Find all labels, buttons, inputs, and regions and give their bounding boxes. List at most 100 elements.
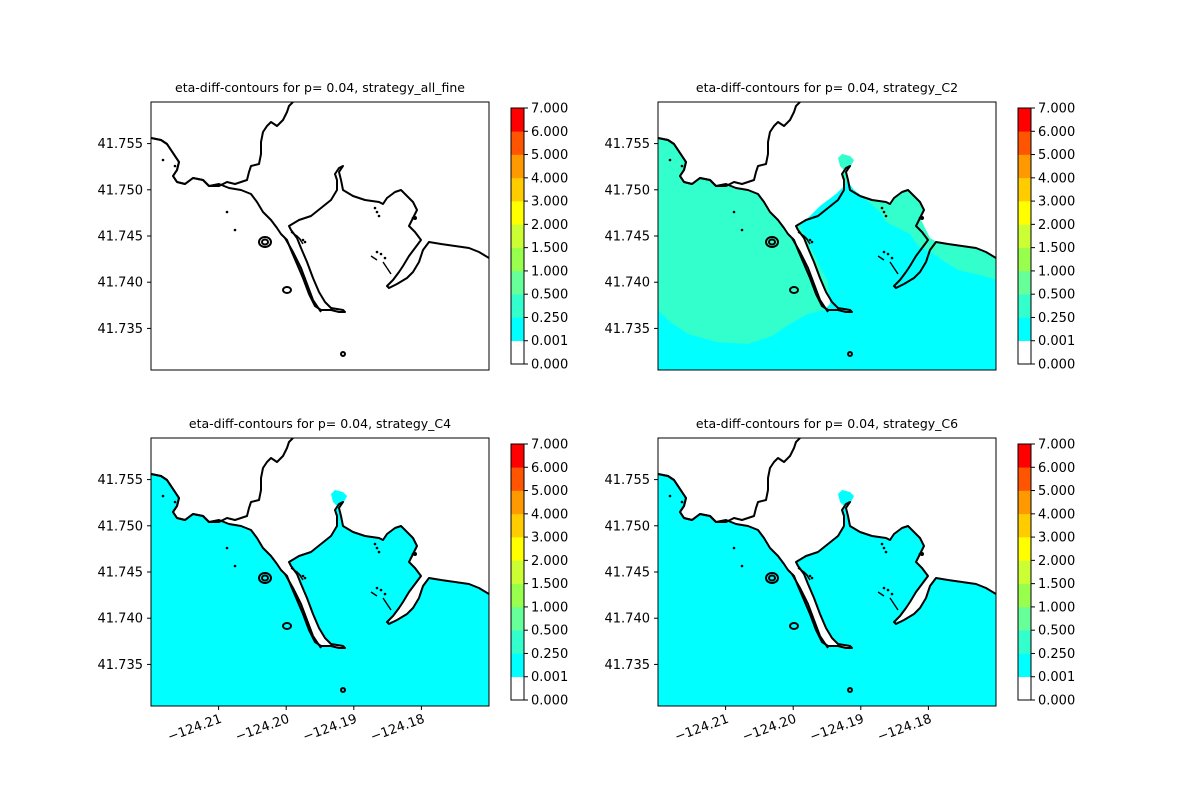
colorbar-band bbox=[511, 606, 524, 631]
coastline-shore bbox=[658, 137, 996, 313]
panel-title: eta-diff-contours for p= 0.04, strategy_… bbox=[696, 80, 958, 95]
colorbar-label: 4.000 bbox=[531, 507, 568, 522]
rock bbox=[225, 546, 229, 550]
rock bbox=[882, 546, 886, 550]
colorbar: 0.000 0.001 0.250 0.500 1.000 1.500 2.000 3.000… bbox=[510, 102, 568, 373]
ytick-label: 41.735 bbox=[605, 322, 651, 337]
rock bbox=[880, 542, 884, 546]
rock bbox=[301, 574, 305, 578]
colorbar-label: 0.001 bbox=[1038, 670, 1075, 685]
rock bbox=[161, 494, 165, 498]
colorbar-label: 0.500 bbox=[531, 624, 568, 639]
coastline-jetty bbox=[893, 267, 899, 275]
colorbar-label: 6.000 bbox=[531, 461, 568, 476]
colorbar-label: 0.000 bbox=[531, 358, 568, 373]
coastline-spit bbox=[284, 573, 322, 649]
rock bbox=[680, 164, 684, 168]
rock bbox=[668, 494, 672, 498]
panel-2: eta-diff-contours for p= 0.04, strategy_… bbox=[605, 80, 1076, 373]
islet bbox=[789, 622, 799, 630]
colorbar-label: 0.250 bbox=[531, 311, 568, 326]
islet bbox=[765, 236, 779, 248]
ytick-label: 41.740 bbox=[98, 612, 144, 627]
colorbar-band bbox=[511, 154, 524, 179]
rock bbox=[884, 214, 888, 218]
contour-fill-low bbox=[658, 182, 996, 370]
islet bbox=[847, 687, 853, 693]
coastline-jetty bbox=[298, 573, 304, 581]
coastline-jetty bbox=[382, 597, 388, 605]
coastline-spit bbox=[284, 237, 322, 313]
rock bbox=[732, 210, 736, 214]
colorbar-band bbox=[511, 513, 524, 538]
coastline-jetty bbox=[370, 255, 378, 261]
coastline-jetty bbox=[889, 597, 895, 605]
rock bbox=[411, 552, 415, 556]
colorbar: 0.000 0.001 0.250 0.500 1.000 1.500 2.000 3.000… bbox=[510, 438, 568, 709]
colorbar-band bbox=[511, 224, 524, 248]
rock bbox=[379, 588, 383, 592]
islet bbox=[847, 351, 853, 357]
colorbar-band bbox=[511, 317, 524, 342]
colorbar-band bbox=[1018, 131, 1031, 155]
rock bbox=[740, 564, 744, 568]
islet bbox=[282, 286, 292, 294]
plot-area bbox=[151, 438, 489, 706]
colorbar-label: 1.000 bbox=[531, 264, 568, 279]
rock bbox=[233, 228, 237, 232]
ytick-label: 41.740 bbox=[605, 276, 651, 291]
colorbar-band bbox=[1018, 201, 1031, 225]
colorbar-label: 0.250 bbox=[1038, 311, 1075, 326]
colorbar-label: 2.000 bbox=[531, 554, 568, 569]
rock bbox=[918, 216, 922, 220]
rock bbox=[233, 564, 237, 568]
colorbar: 0.000 0.001 0.250 0.500 1.000 1.500 2.000 3.000… bbox=[1017, 438, 1075, 709]
rock bbox=[810, 576, 814, 580]
colorbar-band bbox=[1018, 513, 1031, 538]
rock bbox=[411, 216, 415, 220]
ytick-label: 41.750 bbox=[98, 183, 144, 198]
rock bbox=[377, 214, 381, 218]
rock bbox=[808, 574, 812, 578]
colorbar-band bbox=[1018, 444, 1031, 468]
coastline-jetty bbox=[889, 261, 895, 269]
islet bbox=[789, 286, 799, 294]
ytick-label: 41.755 bbox=[605, 473, 651, 488]
rock bbox=[375, 546, 379, 550]
ytick-label: 41.755 bbox=[98, 473, 144, 488]
colorbar-label: 6.000 bbox=[1038, 461, 1075, 476]
xtick-label: −124.21 bbox=[166, 712, 224, 745]
colorbar-band bbox=[1018, 583, 1031, 608]
coastline bbox=[658, 102, 996, 357]
coastline-spit bbox=[791, 237, 829, 313]
xtick-label: −124.18 bbox=[876, 712, 934, 745]
islet-inner bbox=[261, 238, 269, 246]
colorbar-label: 0.001 bbox=[531, 670, 568, 685]
islet bbox=[282, 622, 292, 630]
colorbar-label: 7.000 bbox=[531, 102, 568, 117]
xtick-label: −124.20 bbox=[740, 712, 798, 745]
rock bbox=[383, 592, 387, 596]
colorbar-label: 6.000 bbox=[1038, 125, 1075, 140]
ytick-label: 41.745 bbox=[605, 230, 651, 245]
colorbar-label: 2.000 bbox=[531, 218, 568, 233]
colorbar-label: 1.500 bbox=[531, 577, 568, 592]
colorbar-label: 0.500 bbox=[531, 288, 568, 303]
coastline-jetty bbox=[893, 603, 899, 611]
colorbar-band bbox=[1018, 224, 1031, 248]
rock bbox=[884, 550, 888, 554]
rock bbox=[882, 250, 886, 254]
ytick-label: 41.735 bbox=[98, 658, 144, 673]
rock bbox=[810, 240, 814, 244]
colorbar-band bbox=[511, 444, 524, 468]
colorbar-label: 1.500 bbox=[1038, 241, 1075, 256]
colorbar-label: 5.000 bbox=[531, 484, 568, 499]
colorbar-band bbox=[511, 131, 524, 155]
coastline-jetty bbox=[370, 591, 378, 597]
rock bbox=[303, 240, 307, 244]
coastline-shore bbox=[151, 473, 489, 649]
colorbar-band bbox=[1018, 247, 1031, 272]
coastline-jetty bbox=[382, 261, 388, 269]
ytick-label: 41.740 bbox=[98, 276, 144, 291]
colorbar-label: 7.000 bbox=[531, 438, 568, 453]
